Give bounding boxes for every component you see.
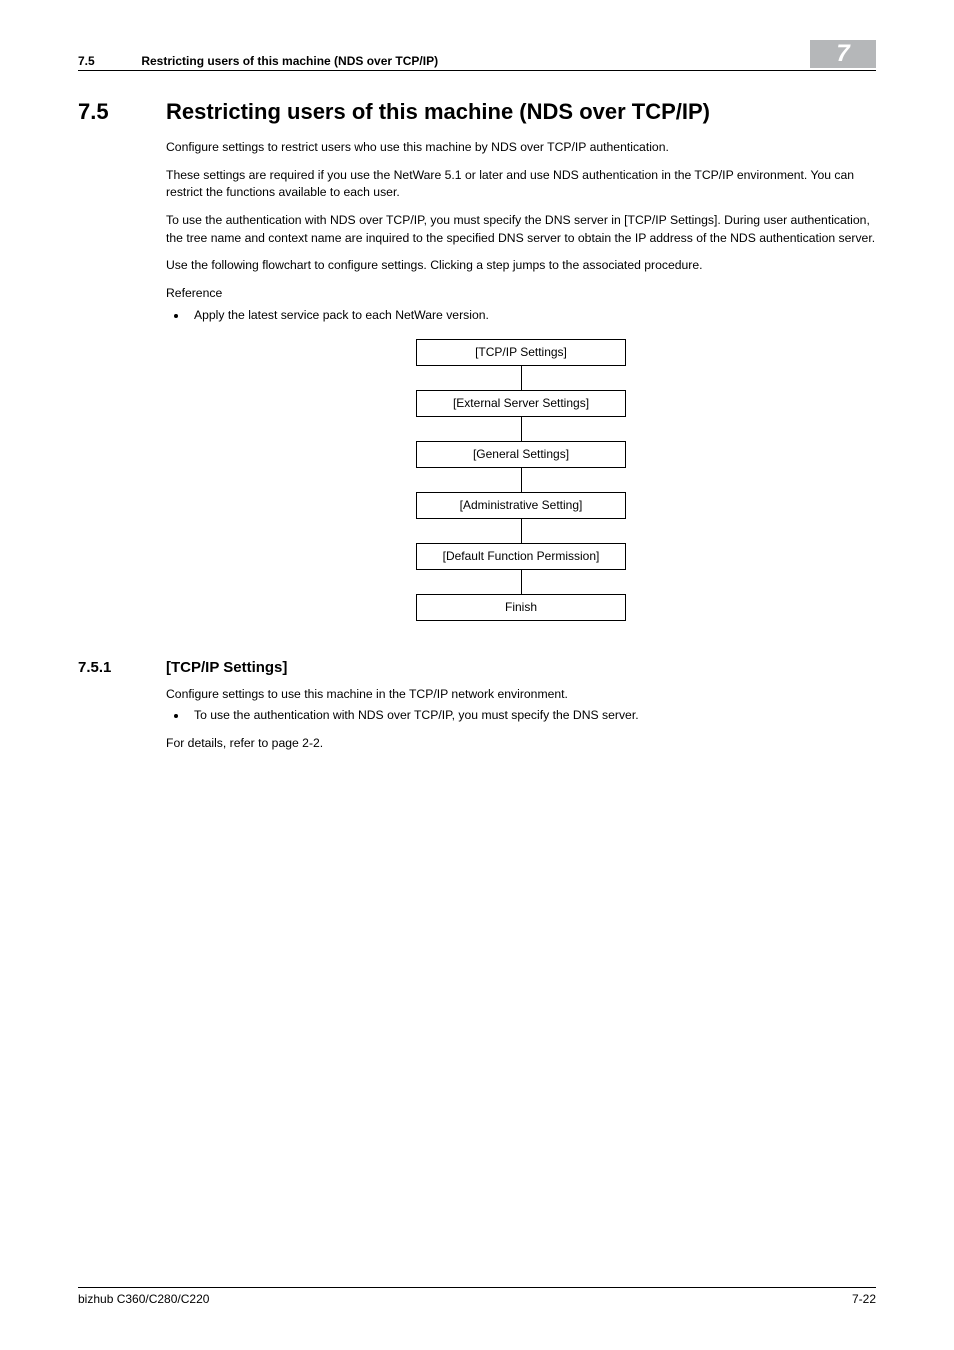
- reference-list: Apply the latest service pack to each Ne…: [166, 307, 876, 325]
- section-paragraph: Use the following flowchart to configure…: [166, 257, 876, 275]
- section-heading: 7.5Restricting users of this machine (ND…: [78, 99, 876, 125]
- flowchart-connector: [416, 519, 626, 543]
- subsection-heading-number: 7.5.1: [78, 659, 166, 676]
- section-heading-number: 7.5: [78, 99, 166, 125]
- footer-right: 7-22: [852, 1292, 876, 1306]
- section-body: Configure settings to restrict users who…: [166, 139, 876, 621]
- running-header: 7.5 Restricting users of this machine (N…: [78, 40, 876, 71]
- flowchart-node[interactable]: [Administrative Setting]: [416, 492, 626, 519]
- subsection-paragraph: For details, refer to page 2-2.: [166, 735, 876, 753]
- subsection-list: To use the authentication with NDS over …: [166, 707, 876, 725]
- chapter-tab: 7: [810, 40, 876, 68]
- flowchart-connector: [416, 417, 626, 441]
- running-header-left: 7.5 Restricting users of this machine (N…: [78, 54, 438, 68]
- footer-left: bizhub C360/C280/C220: [78, 1292, 209, 1306]
- reference-label: Reference: [166, 285, 876, 303]
- flowchart-connector: [416, 366, 626, 390]
- flowchart-node[interactable]: [External Server Settings]: [416, 390, 626, 417]
- flowchart-connector: [416, 570, 626, 594]
- flowchart-node: Finish: [416, 594, 626, 621]
- flowchart: [TCP/IP Settings] [External Server Setti…: [416, 339, 626, 621]
- subsection-body: Configure settings to use this machine i…: [166, 686, 876, 753]
- section-paragraph: These settings are required if you use t…: [166, 167, 876, 202]
- flowchart-node[interactable]: [Default Function Permission]: [416, 543, 626, 570]
- flowchart-connector: [416, 468, 626, 492]
- subsection-bullet: To use the authentication with NDS over …: [188, 707, 876, 725]
- section-paragraph: To use the authentication with NDS over …: [166, 212, 876, 247]
- section-paragraph: Configure settings to restrict users who…: [166, 139, 876, 157]
- subsection-heading: 7.5.1[TCP/IP Settings]: [78, 659, 876, 676]
- running-header-section-number: 7.5: [78, 54, 138, 68]
- section-heading-title: Restricting users of this machine (NDS o…: [166, 99, 710, 124]
- subsection-paragraph: Configure settings to use this machine i…: [166, 686, 876, 704]
- subsection-heading-title: [TCP/IP Settings]: [166, 659, 287, 676]
- flowchart-node[interactable]: [General Settings]: [416, 441, 626, 468]
- reference-bullet: Apply the latest service pack to each Ne…: [188, 307, 876, 325]
- page: 7.5 Restricting users of this machine (N…: [0, 0, 954, 1350]
- flowchart-node[interactable]: [TCP/IP Settings]: [416, 339, 626, 366]
- running-header-section-title: Restricting users of this machine (NDS o…: [141, 54, 438, 68]
- page-footer: bizhub C360/C280/C220 7-22: [78, 1287, 876, 1306]
